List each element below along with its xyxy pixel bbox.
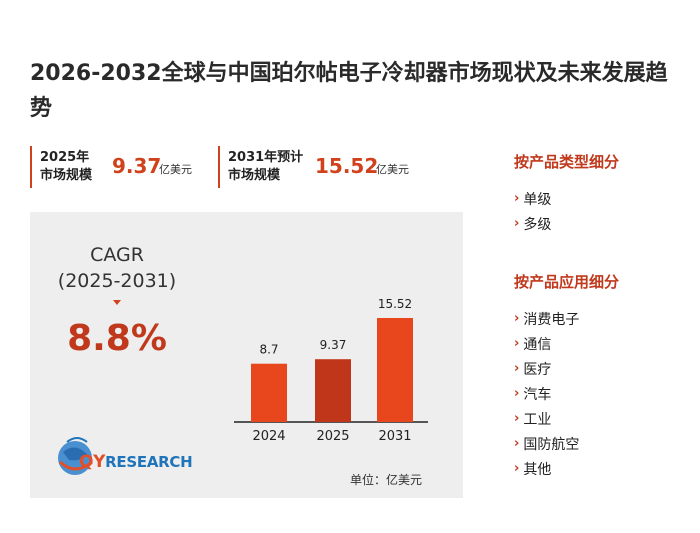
- list-item-label: 其他: [523, 461, 552, 478]
- stat-2025-market-size: 2025年 市场规模 9.37 亿美元: [30, 146, 210, 188]
- list-item-label: 通信: [523, 336, 552, 353]
- list-item-label: 单级: [523, 191, 552, 208]
- data-label-2024: 8.7: [259, 343, 278, 357]
- list-item-label: 多级: [523, 216, 552, 233]
- data-label-2025: 9.37: [320, 338, 347, 352]
- list-item: › 通信: [514, 331, 579, 356]
- list-item: › 多级: [514, 211, 551, 236]
- x-tick-label-2031: 2031: [378, 429, 411, 444]
- list-item: › 其他: [514, 456, 579, 481]
- unit-note: 单位：亿美元: [350, 473, 423, 487]
- chevron-right-icon: ›: [514, 386, 520, 401]
- list-item: › 单级: [514, 186, 551, 211]
- bar-2025: [315, 359, 351, 422]
- stat-value: 9.37: [112, 154, 162, 178]
- stat-label: 2031年预计 市场规模: [228, 150, 304, 183]
- chevron-right-icon: ›: [514, 216, 520, 231]
- bar-2024: [251, 363, 287, 422]
- stat-2031-market-size: 2031年预计 市场规模 15.52 亿美元: [218, 146, 418, 188]
- list-item-label: 工业: [523, 411, 552, 428]
- list-item-label: 消费电子: [523, 311, 580, 328]
- stat-unit: 亿美元: [376, 163, 409, 176]
- list-item: › 汽车: [514, 381, 579, 406]
- list-item: › 工业: [514, 406, 579, 431]
- chevron-right-icon: ›: [514, 191, 520, 206]
- chevron-right-icon: ›: [514, 311, 520, 326]
- list-item-label: 国防航空: [523, 436, 580, 453]
- stat-value: 15.52: [315, 154, 379, 178]
- logo-text: QYRESEARCH: [79, 452, 193, 472]
- chevron-right-icon: ›: [514, 361, 520, 376]
- list-item-label: 汽车: [523, 386, 552, 403]
- page-title: 2026-2032全球与中国珀尔帖电子冷却器市场现状及未来发展趋势: [30, 61, 668, 121]
- stat-label: 2025年 市场规模: [40, 150, 93, 183]
- globe-icon: [58, 437, 93, 475]
- list-item: › 医疗: [514, 356, 579, 381]
- stat-unit: 亿美元: [159, 163, 192, 176]
- cagr-value: 8.8%: [67, 318, 167, 359]
- x-tick-label-2024: 2024: [252, 429, 285, 444]
- cagr-period: (2025-2031): [57, 270, 177, 292]
- list-item: › 国防航空: [514, 431, 579, 456]
- product-type-heading: 按产品类型细分: [514, 153, 620, 171]
- list-item-label: 医疗: [523, 361, 552, 378]
- triangle-down-icon: [113, 300, 121, 305]
- cagr-label: CAGR: [90, 244, 144, 266]
- list-item: › 消费电子: [514, 306, 579, 331]
- bar-2031: [377, 318, 413, 422]
- qyresearch-logo: QYRESEARCH: [55, 432, 193, 488]
- application-heading: 按产品应用细分: [514, 273, 620, 291]
- application-list: › 消费电子 › 通信 › 医疗 › 汽车 › 工业 › 国防航空 › 其他: [514, 306, 579, 481]
- chevron-right-icon: ›: [514, 411, 520, 426]
- chevron-right-icon: ›: [514, 436, 520, 451]
- data-label-2031: 15.52: [378, 297, 412, 311]
- x-tick-label-2025: 2025: [316, 429, 349, 444]
- chevron-right-icon: ›: [514, 461, 520, 476]
- product-type-list: › 单级 › 多级: [514, 186, 551, 236]
- chevron-right-icon: ›: [514, 336, 520, 351]
